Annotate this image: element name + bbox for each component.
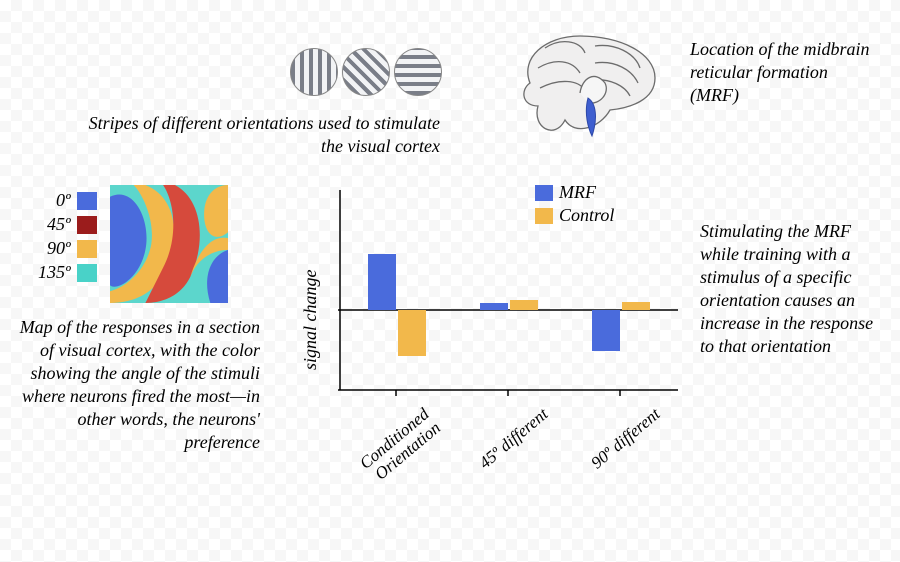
cortex-legend: 0º 45º 90º 135º: [38, 190, 97, 283]
chart-xlabel: ConditionedOrientation: [329, 405, 444, 509]
chart-ylabel: signal change: [300, 270, 321, 371]
brain-caption: Location of the midbrain reticular forma…: [690, 38, 870, 107]
legend-row: 45º: [38, 214, 97, 235]
chart-svg: [310, 180, 680, 400]
legend-row: 90º: [38, 238, 97, 259]
brain-sagittal-icon: [510, 28, 660, 148]
bar-mrf: [368, 254, 396, 310]
stripes-caption: Stripes of different orientations used t…: [85, 112, 440, 158]
stripe-vertical-icon: [290, 48, 338, 96]
bar-mrf: [592, 310, 620, 351]
legend-swatch-icon: [535, 208, 553, 224]
legend-row: MRF: [535, 182, 614, 203]
legend-label: Control: [559, 205, 614, 226]
legend-swatch-icon: [77, 216, 97, 234]
chart-xlabel: 45º different: [456, 405, 552, 489]
legend-row: 135º: [38, 262, 97, 283]
legend-label: MRF: [559, 182, 596, 203]
legend-swatch-icon: [77, 264, 97, 282]
chart-legend: MRF Control: [535, 182, 614, 226]
legend-row: Control: [535, 205, 614, 226]
right-caption: Stimulating the MRF while training with …: [700, 220, 885, 358]
stripe-diagonal-icon: [342, 48, 390, 96]
legend-row: 0º: [38, 190, 97, 211]
cortex-map-icon: [110, 185, 228, 303]
legend-swatch-icon: [77, 192, 97, 210]
legend-label: 135º: [38, 262, 71, 283]
legend-label: 90º: [47, 238, 71, 259]
legend-swatch-icon: [77, 240, 97, 258]
legend-swatch-icon: [535, 185, 553, 201]
bar-control: [398, 310, 426, 356]
stripe-circles-row: [290, 48, 442, 96]
bar-control: [622, 302, 650, 310]
bar-control: [510, 300, 538, 310]
cortex-caption: Map of the responses in a section of vis…: [10, 316, 260, 454]
legend-label: 45º: [47, 214, 71, 235]
xlabel-text: ConditionedOrientation: [337, 405, 444, 503]
chart-xlabel: 90º different: [568, 405, 664, 489]
legend-label: 0º: [56, 190, 71, 211]
bar-mrf: [480, 303, 508, 310]
stripe-horizontal-icon: [394, 48, 442, 96]
signal-change-chart: MRF Control: [310, 180, 680, 400]
